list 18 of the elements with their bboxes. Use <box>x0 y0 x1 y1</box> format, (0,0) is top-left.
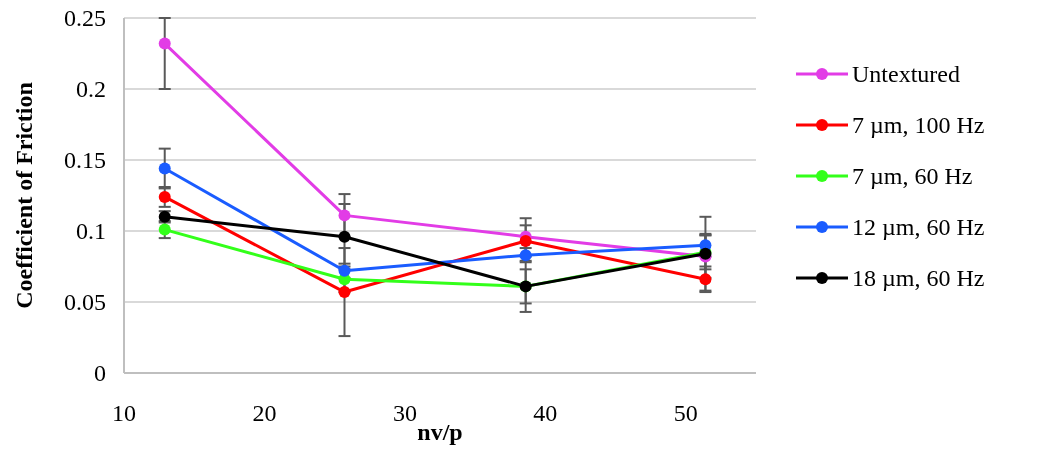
legend-label: Untextured <box>852 61 960 88</box>
x-tick-label: 20 <box>252 400 277 426</box>
legend-label: 7 µm, 60 Hz <box>852 163 973 190</box>
legend-label: 18 µm, 60 Hz <box>852 265 985 292</box>
y-tick-label: 0.2 <box>76 76 106 103</box>
x-tick-label: 10 <box>112 400 136 426</box>
y-axis-title: Coefficient of Friction <box>11 82 37 309</box>
y-tick-label: 0.05 <box>64 289 106 316</box>
y-tick-label: 0.15 <box>64 147 106 174</box>
y-tick-label: 0 <box>94 360 106 387</box>
x-tick-label: 30 <box>392 400 417 426</box>
y-tick-label: 0.1 <box>76 218 106 245</box>
x-axis-title: nv/p <box>417 419 463 445</box>
legend-label: 7 µm, 100 Hz <box>852 112 985 139</box>
x-tick-label: 40 <box>533 400 558 426</box>
y-tick-label: 0.25 <box>64 5 106 32</box>
x-tick-label: 50 <box>673 400 698 426</box>
legend-label: 12 µm, 60 Hz <box>852 214 985 241</box>
